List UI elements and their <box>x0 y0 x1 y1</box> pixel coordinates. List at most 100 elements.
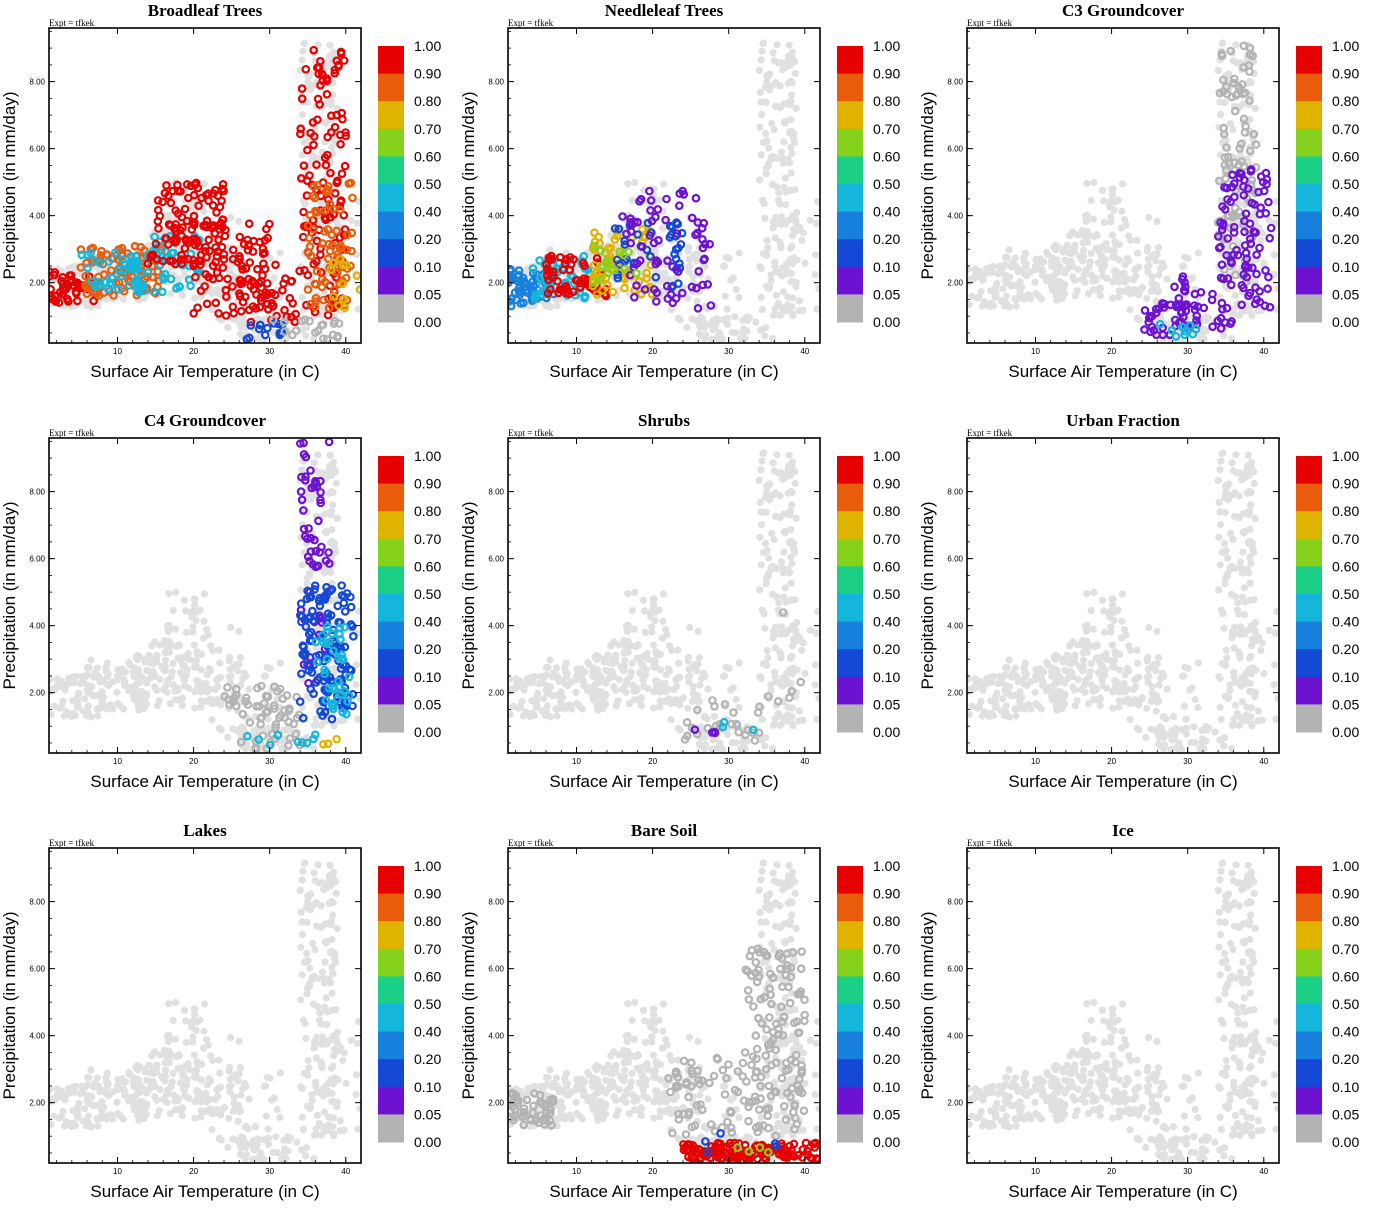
background-point <box>1080 247 1087 254</box>
data-point <box>324 624 330 630</box>
background-point <box>113 689 120 696</box>
background-point <box>1088 197 1095 204</box>
background-point <box>788 91 795 98</box>
background-point <box>1152 257 1159 264</box>
data-point <box>335 63 341 69</box>
background-point <box>109 678 116 685</box>
background-point <box>1151 251 1158 258</box>
background-point <box>595 670 602 677</box>
background-point <box>641 607 648 614</box>
background-point <box>801 670 808 677</box>
colorbar-swatch <box>378 267 404 295</box>
background-point <box>756 586 763 593</box>
data-point <box>237 234 243 240</box>
background-point <box>792 70 799 77</box>
data-point <box>314 117 320 123</box>
background-point <box>322 118 329 125</box>
background-point <box>184 666 191 673</box>
data-point <box>633 270 639 276</box>
colorbar-swatch <box>378 566 404 594</box>
background-point <box>1101 219 1108 226</box>
background-point <box>772 624 779 631</box>
background-point <box>723 254 730 261</box>
background-point <box>546 656 553 663</box>
background-point <box>1032 290 1039 297</box>
background-point <box>764 237 771 244</box>
colorbar-label: 1.00 <box>414 38 441 54</box>
background-point <box>262 672 269 679</box>
background-point <box>702 331 709 338</box>
background-point <box>685 657 692 664</box>
data-point <box>337 141 343 147</box>
background-point <box>762 494 769 501</box>
background-point <box>84 671 91 678</box>
data-point <box>225 696 231 702</box>
points-layer <box>46 439 363 754</box>
background-point <box>788 303 795 310</box>
data-point <box>301 163 307 169</box>
background-point <box>125 659 132 666</box>
background-point <box>1069 273 1076 280</box>
background-point <box>668 647 675 654</box>
background-point <box>657 651 664 658</box>
background-point <box>777 654 784 661</box>
background-point <box>638 694 645 701</box>
colorbar-swatch <box>1296 129 1322 157</box>
data-point <box>191 310 197 316</box>
points-layer <box>505 39 823 343</box>
background-point <box>1149 273 1156 280</box>
background-point <box>332 549 339 556</box>
background-point <box>652 617 659 624</box>
background-point <box>201 180 208 187</box>
data-point <box>303 66 309 72</box>
data-point <box>736 729 742 735</box>
background-point <box>1144 247 1151 254</box>
background-point <box>758 561 765 568</box>
background-point <box>1066 232 1073 239</box>
data-point <box>160 199 166 205</box>
background-point <box>650 596 657 603</box>
background-point <box>154 702 161 709</box>
background-point <box>1012 302 1019 309</box>
colorbar-label: 0.60 <box>1332 148 1359 164</box>
data-point <box>693 195 699 201</box>
background-point <box>1137 286 1144 293</box>
background-point <box>1135 264 1142 271</box>
data-point <box>752 737 758 743</box>
background-point <box>162 657 169 664</box>
background-point <box>636 669 643 676</box>
background-point <box>1065 250 1072 257</box>
background-point <box>81 695 88 702</box>
background-point <box>772 311 779 318</box>
data-point <box>210 202 216 208</box>
y-tick-label: 2.00 <box>29 689 45 698</box>
background-point <box>759 40 766 47</box>
data-point <box>1209 324 1215 330</box>
background-point <box>678 696 685 703</box>
background-point <box>151 683 158 690</box>
experiment-label: Expt = tfkek <box>508 18 554 28</box>
data-point <box>309 608 315 614</box>
background-point <box>217 674 224 681</box>
experiment-label: Expt = tfkek <box>967 18 1013 28</box>
background-point <box>787 187 794 194</box>
background-point <box>1119 180 1126 187</box>
background-point <box>1260 260 1267 267</box>
background-point <box>724 731 731 738</box>
background-point <box>325 469 332 476</box>
background-point <box>761 200 768 207</box>
data-point <box>1265 199 1271 205</box>
x-tick-label: 30 <box>265 347 274 356</box>
background-point <box>1133 237 1140 244</box>
background-point <box>650 705 657 712</box>
x-axis-label: Surface Air Temperature (in C) <box>90 772 319 791</box>
y-tick-label: 8.00 <box>29 78 45 87</box>
y-axis-label: Precipitation (in mm/day) <box>459 501 478 689</box>
chart-title: Broadleaf Trees <box>148 1 263 20</box>
background-point <box>1230 57 1237 64</box>
background-point <box>1078 256 1085 263</box>
background-point <box>1200 335 1207 342</box>
background-point <box>94 664 101 671</box>
x-tick-label: 20 <box>189 347 198 356</box>
background-point <box>190 657 197 664</box>
